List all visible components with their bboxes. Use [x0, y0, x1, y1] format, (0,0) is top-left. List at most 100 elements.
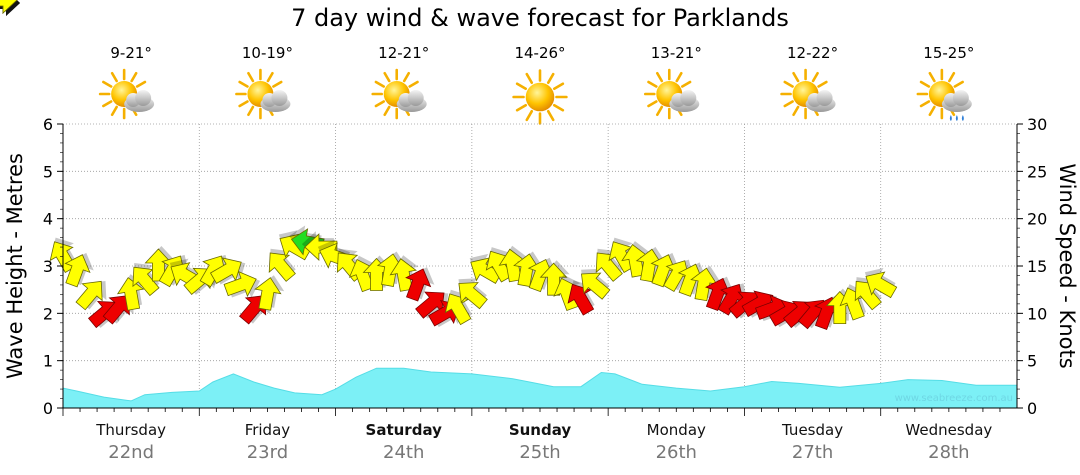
- wind-arrow-body: [635, 248, 664, 283]
- sun-ray: [102, 80, 113, 88]
- cloud-puff: [816, 90, 833, 106]
- cloud-puff: [271, 90, 288, 106]
- sun-ray: [546, 72, 555, 85]
- sun-ray: [266, 71, 274, 83]
- sun-ray: [135, 80, 147, 88]
- sun-ray: [792, 71, 800, 83]
- day-temperature: 15-25°: [923, 44, 974, 62]
- sun-ray: [272, 80, 283, 88]
- cloud-shape: [941, 90, 972, 121]
- wind-arrow-light: [864, 268, 898, 299]
- day-date: 23rd: [247, 442, 288, 463]
- right-tick-label: 30: [1027, 115, 1047, 134]
- wind-arrow-light: [458, 278, 488, 310]
- wind-arrow-light: [595, 248, 623, 282]
- day-name: Sunday: [509, 421, 572, 439]
- left-tick-label: 5: [43, 162, 53, 181]
- partly-cloudy-icon: [371, 68, 427, 120]
- day-temperature: 13-21°: [651, 44, 702, 62]
- sun-ray: [811, 71, 819, 83]
- sun-ray: [247, 71, 255, 83]
- day-name: Wednesday: [905, 421, 992, 439]
- wind-arrow-body: [132, 266, 160, 297]
- sun-ray: [515, 103, 528, 112]
- wind-arrow-body: [567, 283, 595, 316]
- sun-ray: [675, 71, 683, 83]
- left-tick-label: 0: [43, 399, 53, 418]
- sun-ray: [928, 71, 936, 83]
- sun-ray: [647, 80, 658, 88]
- day-name: Saturday: [366, 421, 443, 439]
- wind-arrow-light: [854, 277, 882, 311]
- right-tick-label: 5: [1027, 352, 1037, 371]
- day-name: Monday: [647, 421, 706, 439]
- day-date: 24th: [383, 442, 424, 463]
- sun-ray: [552, 82, 565, 91]
- site-credit: www.seabreeze.com.au: [895, 393, 1013, 404]
- day-temperature: 12-22°: [787, 44, 838, 62]
- day-name: Friday: [245, 421, 291, 439]
- sun-ray: [919, 100, 931, 108]
- day-header-layer: 9-21° 10-19° 12-21° 14-26° 13-21° 12-22° 15-25…: [98, 44, 974, 125]
- wind-arrow-moderate: [405, 267, 435, 302]
- day-name: Thursday: [95, 421, 166, 439]
- left-tick-label: 4: [43, 210, 53, 229]
- sun-ray: [953, 80, 964, 88]
- day-temperature: 12-21°: [378, 44, 429, 62]
- cloud-shape: [669, 90, 700, 112]
- wind-arrow-body: [458, 282, 488, 310]
- sun-ray: [948, 71, 956, 83]
- wind-arrow-body: [75, 280, 103, 311]
- sun-ray: [383, 71, 391, 83]
- sun-ray: [552, 103, 565, 112]
- partly-cloudy-icon: [643, 68, 700, 120]
- right-axis-title: Wind Speed - Knots: [1055, 163, 1079, 368]
- cloud-puff: [135, 90, 152, 106]
- sun-ray: [783, 80, 794, 88]
- sun-ray: [525, 109, 534, 122]
- sun-ray: [515, 82, 528, 91]
- sun-ray: [374, 80, 386, 88]
- sun-ray: [238, 80, 249, 88]
- partly-cloudy-icon: [98, 68, 155, 120]
- wind-arrow-body: [513, 253, 541, 287]
- day-temperature: 14-26°: [514, 44, 565, 62]
- wind-arrow-light: [223, 270, 261, 298]
- wind-arrow-body: [254, 277, 282, 311]
- wind-arrow-light: [132, 262, 160, 297]
- day-name: Tuesday: [781, 421, 843, 439]
- sun-ray: [402, 71, 411, 83]
- sun-ray: [655, 105, 664, 117]
- sun-ray: [247, 105, 255, 117]
- sun-ray: [817, 80, 828, 88]
- rain-drop: [949, 115, 952, 121]
- wind-arrow-light: [75, 280, 107, 311]
- sun-ray: [238, 100, 249, 108]
- wind-arrow-body: [304, 233, 338, 262]
- sun-ray: [647, 100, 658, 108]
- wind-arrow-light: [690, 265, 721, 302]
- wind-arrow-body: [595, 252, 623, 282]
- day-date: 27th: [792, 442, 833, 463]
- cloud-puff: [952, 90, 969, 106]
- left-tick-label: 6: [43, 115, 53, 134]
- wind-arrow-body: [690, 267, 718, 302]
- sunny-icon: [512, 69, 568, 125]
- wind-arrow-moderate: [567, 280, 595, 316]
- wave-layer: www.seabreeze.com.au: [62, 367, 1018, 409]
- day-date: 26th: [656, 442, 697, 463]
- wind-arrow-body: [223, 270, 257, 298]
- day-date: 28th: [928, 442, 969, 463]
- right-tick-label: 10: [1027, 304, 1047, 323]
- wind-arrow-body: [0, 0, 18, 14]
- wind-arrow-light: [254, 275, 285, 311]
- left-axis-title: Wave Height - Metres: [3, 153, 27, 379]
- rain-drop: [955, 115, 958, 121]
- sun-ray: [374, 100, 386, 108]
- wind-arrow-undefined: [0, 0, 20, 16]
- wind-arrow-light: [64, 252, 94, 288]
- cloud-shape: [124, 90, 155, 112]
- chart-title: 7 day wind & wave forecast for Parklands: [291, 4, 789, 32]
- sun-ray: [110, 105, 118, 117]
